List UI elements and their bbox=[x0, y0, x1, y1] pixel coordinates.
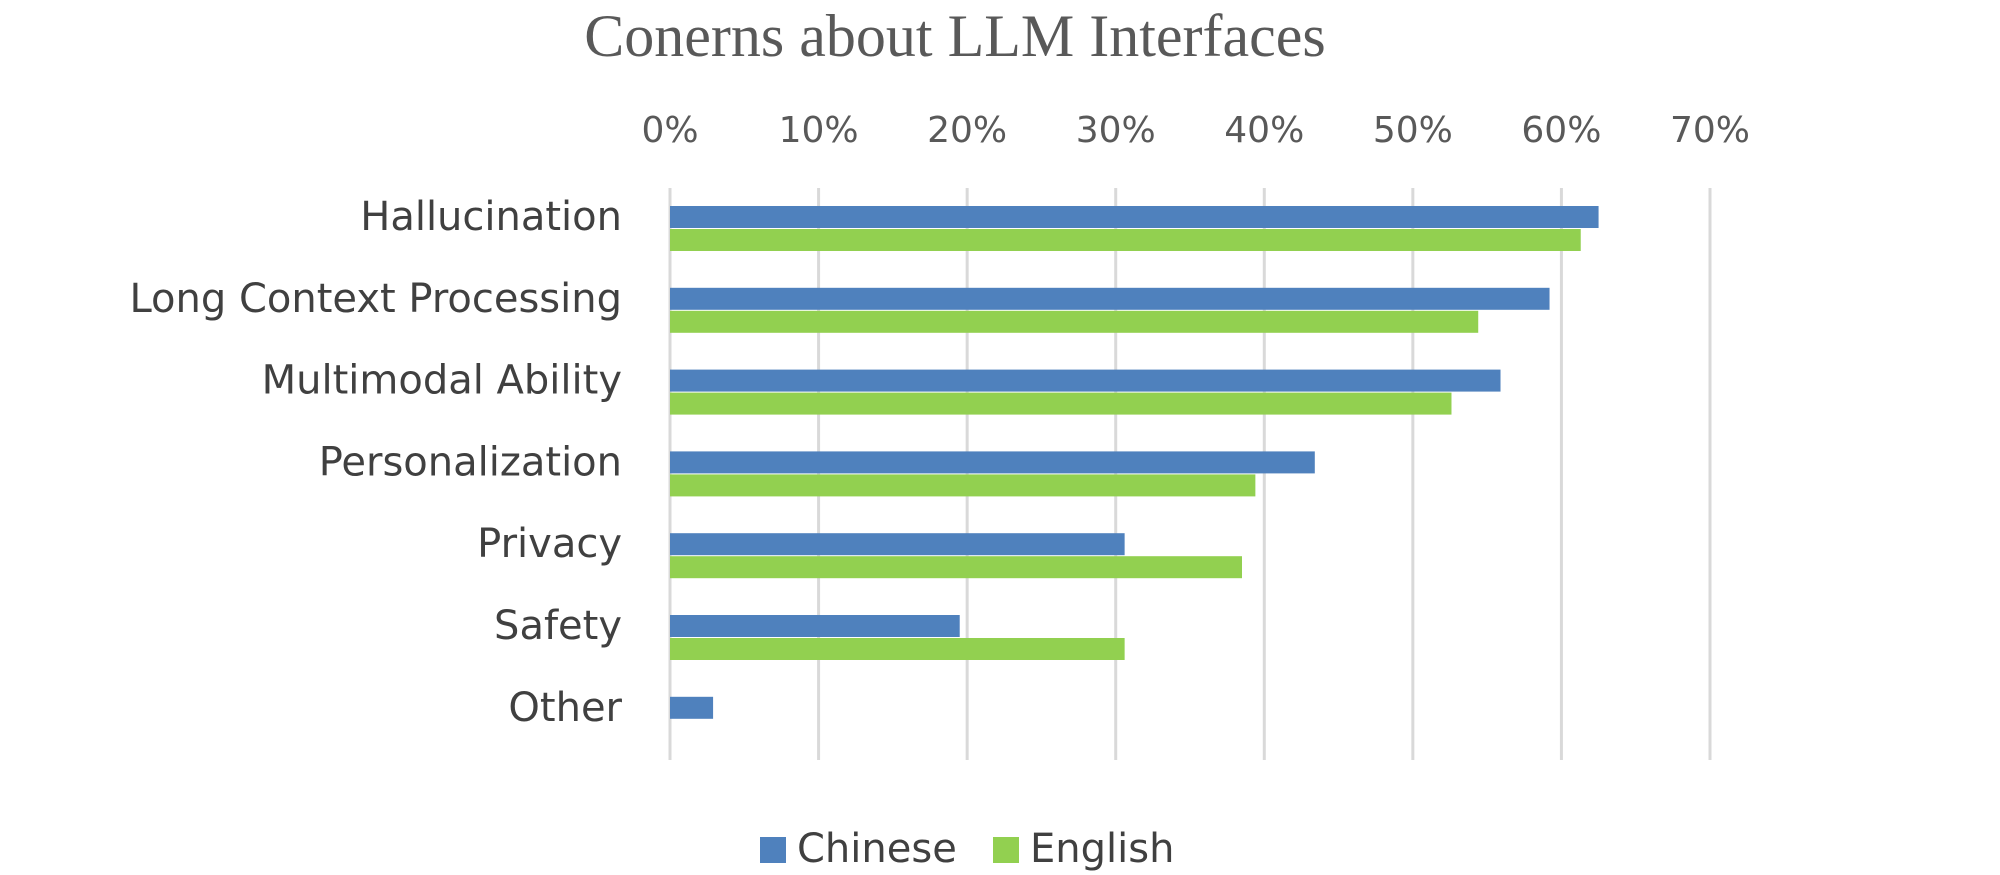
legend-swatch-chinese bbox=[760, 837, 786, 863]
category-label: Personalization bbox=[319, 439, 622, 485]
legend-label-chinese: Chinese bbox=[797, 826, 957, 872]
bar-chinese-multimodal-ability bbox=[670, 369, 1501, 392]
x-tick-label: 10% bbox=[779, 110, 859, 151]
category-labels: Hallucination Long Context Processing Mult… bbox=[129, 194, 622, 731]
bar-chinese-privacy bbox=[670, 533, 1125, 556]
x-tick-label: 50% bbox=[1373, 110, 1453, 151]
x-tick-label: 0% bbox=[641, 110, 698, 151]
x-tick-label: 60% bbox=[1521, 110, 1601, 151]
bar-chinese-personalization bbox=[670, 451, 1315, 474]
bar-english-long-context-processing bbox=[670, 310, 1479, 333]
bar-english-safety bbox=[670, 638, 1125, 660]
bar-chinese-long-context-processing bbox=[670, 287, 1550, 310]
x-tick-label: 70% bbox=[1670, 110, 1750, 151]
legend-label-english: English bbox=[1030, 826, 1174, 872]
x-tick-label: 40% bbox=[1224, 110, 1304, 151]
x-tick-label: 20% bbox=[927, 110, 1007, 151]
category-label: Other bbox=[508, 685, 622, 731]
legend: Chinese English bbox=[760, 826, 1174, 872]
x-tick-label: 30% bbox=[1076, 110, 1156, 151]
category-label: Hallucination bbox=[360, 194, 622, 240]
bar-chinese-other bbox=[670, 696, 714, 719]
gridlines bbox=[668, 188, 1712, 760]
category-label: Safety bbox=[494, 603, 622, 649]
bar-english-privacy bbox=[670, 556, 1242, 579]
legend-swatch-english bbox=[993, 837, 1019, 863]
chart-title: Conerns about LLM Interfaces bbox=[584, 3, 1325, 69]
category-label: Privacy bbox=[477, 521, 622, 567]
bar-english-multimodal-ability bbox=[670, 392, 1452, 415]
category-label: Multimodal Ability bbox=[262, 358, 622, 404]
bars bbox=[670, 206, 1599, 719]
bar-chinese-safety bbox=[670, 615, 960, 637]
bar-english-personalization bbox=[670, 474, 1256, 497]
category-label: Long Context Processing bbox=[129, 276, 622, 322]
bar-english-hallucination bbox=[670, 229, 1581, 251]
bar-chinese-hallucination bbox=[670, 206, 1599, 228]
x-axis-tick-labels: 0% 10% 20% 30% 40% 50% 60% 70% bbox=[641, 110, 1750, 151]
